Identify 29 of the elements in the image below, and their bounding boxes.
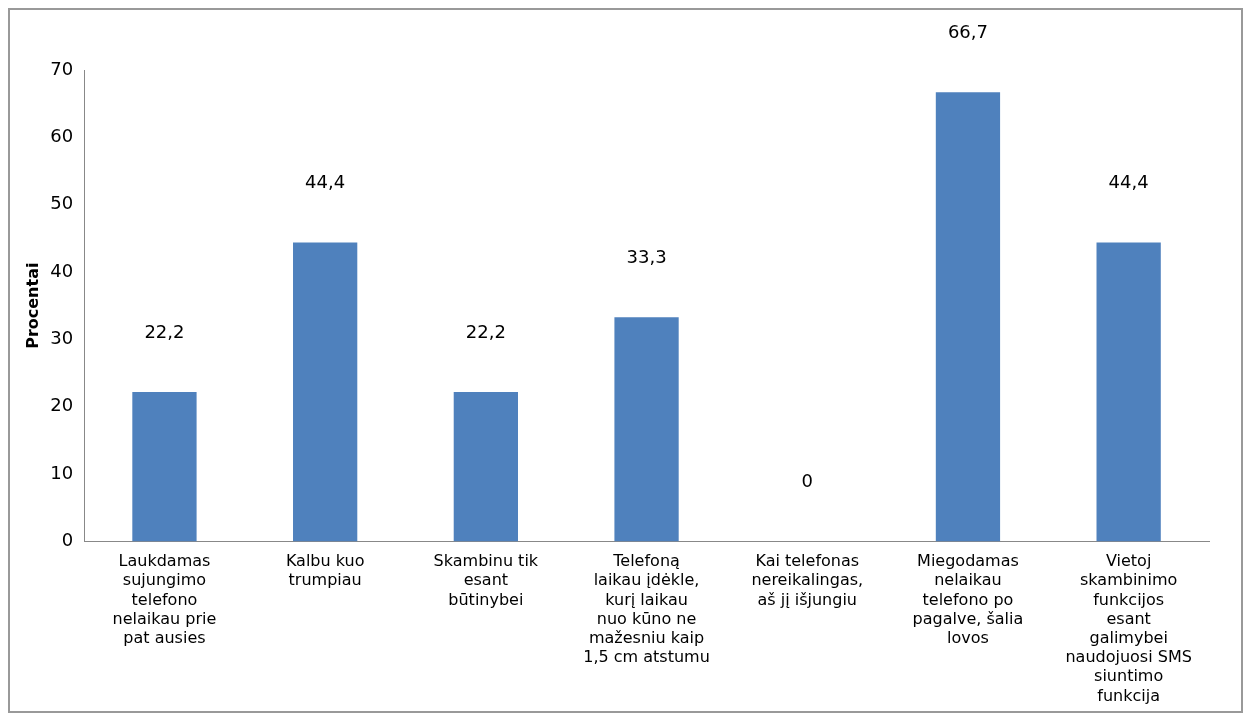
bar: [132, 391, 197, 542]
x-tick-label: Skambinu tik esant būtinybei: [433, 551, 539, 609]
bar: [453, 391, 518, 542]
y-tick-label: 20: [50, 394, 74, 416]
y-tick-label: 10: [50, 461, 74, 483]
data-label: 33,3: [626, 245, 667, 267]
x-tick-label: Miegodamas nelaikau telefono po pagalve, šalia lovos: [912, 551, 1024, 647]
y-axis-title: Procentai: [22, 262, 42, 349]
y-tick-label: 60: [50, 125, 74, 147]
y-tick-label: 50: [50, 192, 74, 214]
x-tick-label: Vietoj skambinimo funkcijos esant galimybei naudojuosi SMS siuntimo funkcija: [1065, 551, 1192, 705]
data-label: 22,2: [144, 320, 185, 342]
y-tick-label: 40: [50, 259, 74, 281]
bar: [1096, 242, 1161, 542]
x-tick-label: Laukdamas sujungimo telefono nelaikau prie pat ausies: [112, 551, 217, 647]
y-tick-label: 0: [61, 529, 74, 551]
x-tick-label: Kai telefonas nereikalingas, aš jį išjungiu: [751, 551, 864, 609]
x-tick-label: Kalbu kuo trumpiau: [285, 551, 365, 590]
bar: [935, 92, 1001, 542]
x-tick-label: Telefoną laikau įdėkle, kurį laikau nuo kūno ne mažesniu kaip 1,5 cm atstumu: [583, 551, 710, 667]
y-tick-label: 70: [50, 57, 74, 79]
bar: [614, 317, 679, 542]
bar: [293, 242, 358, 542]
data-label: 22,2: [465, 320, 506, 342]
data-label: 44,4: [305, 171, 346, 193]
data-label: 44,4: [1108, 171, 1149, 193]
y-tick-label: 30: [50, 327, 74, 349]
data-label: 0: [801, 470, 813, 492]
data-label: 66,7: [947, 20, 988, 42]
